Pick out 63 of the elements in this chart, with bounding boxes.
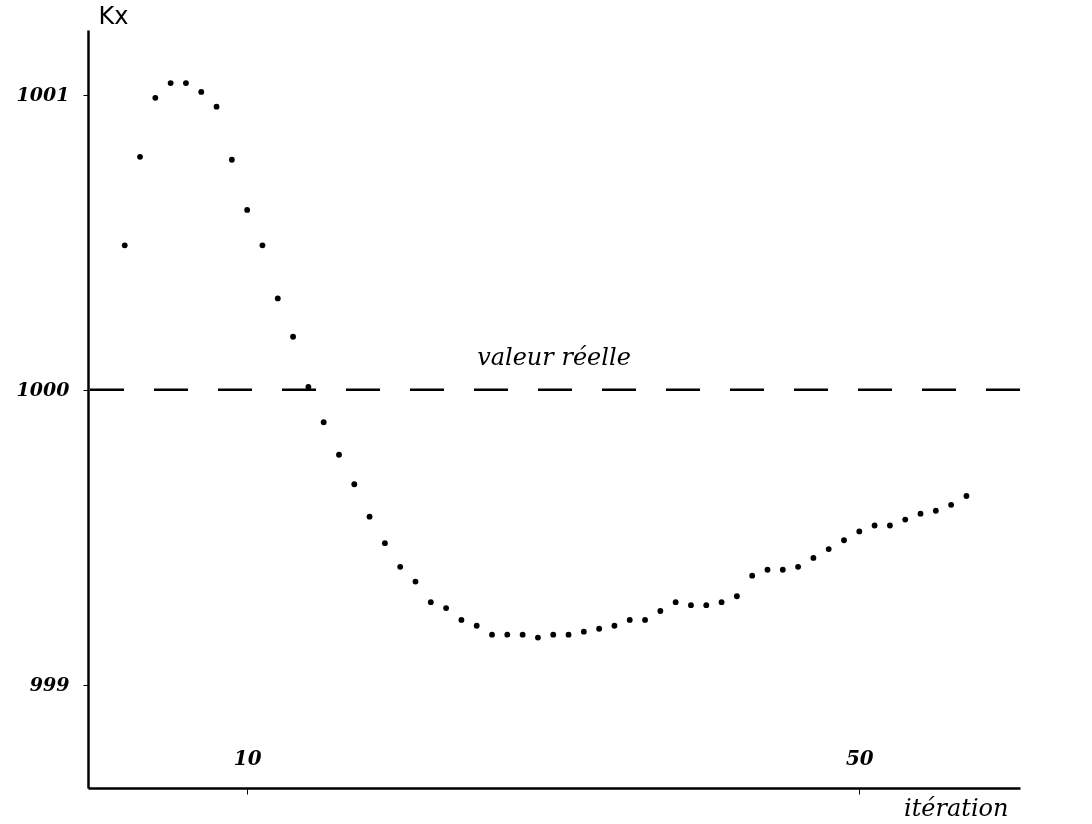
point — [764, 566, 771, 573]
point — [596, 625, 603, 632]
ref-line-label: valeur réelle — [477, 342, 631, 371]
point — [167, 80, 174, 86]
point — [121, 242, 128, 249]
y-tick-label: 1000 — [16, 378, 70, 401]
point — [336, 451, 342, 458]
point — [504, 631, 511, 638]
point — [825, 546, 832, 553]
point — [290, 333, 296, 340]
point — [228, 156, 235, 163]
point — [917, 510, 924, 517]
point — [366, 513, 373, 520]
y-tick-label: 999 — [29, 673, 70, 696]
point — [550, 631, 557, 638]
point — [626, 616, 633, 623]
point — [688, 602, 694, 609]
point — [657, 608, 664, 614]
point — [795, 563, 802, 570]
point — [443, 605, 450, 611]
y-axis-title: Kx — [98, 1, 129, 30]
point — [963, 493, 970, 499]
point — [703, 602, 710, 609]
point — [779, 566, 786, 573]
point — [489, 631, 495, 638]
point — [198, 89, 205, 95]
point — [718, 599, 725, 606]
point — [932, 507, 939, 514]
point — [213, 103, 220, 110]
point — [565, 631, 572, 638]
point — [733, 593, 740, 600]
point — [458, 616, 465, 623]
x-tick-label: 10 — [233, 745, 262, 770]
point — [427, 599, 434, 606]
point — [642, 616, 648, 623]
point — [749, 572, 756, 579]
point — [412, 578, 419, 585]
point — [580, 628, 587, 635]
point — [611, 622, 618, 629]
x-axis-title: itération — [903, 793, 1009, 822]
y-tick-label: 1001 — [16, 83, 70, 106]
point — [320, 419, 327, 426]
point — [274, 295, 281, 302]
point — [519, 631, 526, 638]
point — [902, 516, 909, 523]
point — [381, 540, 388, 547]
point — [948, 501, 955, 508]
x-tick-label: 50 — [845, 745, 874, 770]
point — [841, 537, 847, 544]
point — [871, 522, 878, 529]
point — [887, 522, 893, 529]
point — [259, 242, 266, 249]
point — [856, 528, 863, 535]
point — [535, 634, 541, 641]
point — [810, 555, 817, 561]
point — [473, 622, 480, 629]
point — [137, 153, 143, 160]
point — [397, 563, 404, 570]
point — [244, 207, 251, 213]
point — [672, 599, 679, 606]
point — [183, 80, 189, 86]
point — [152, 94, 159, 101]
point — [351, 481, 358, 488]
